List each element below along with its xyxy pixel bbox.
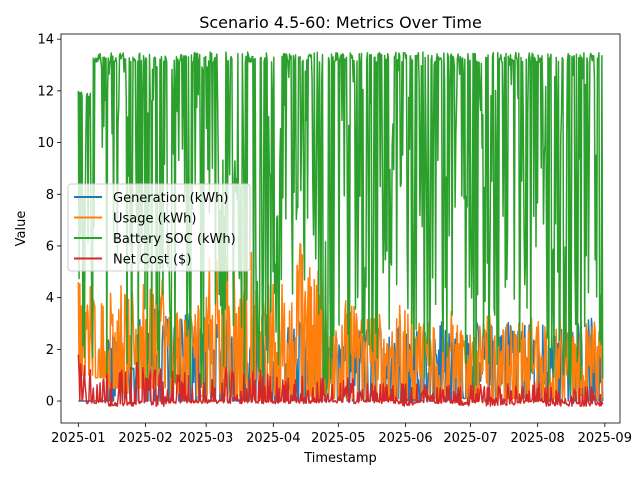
y-tick-label: 4 xyxy=(46,291,54,306)
x-axis: 2025-01 2025-02 2025-03 2025-04 2025-05 2025-… xyxy=(51,423,632,446)
x-tick-label: 2025-01 xyxy=(51,431,105,446)
y-axis: 0 2 4 6 8 10 12 14 xyxy=(37,33,61,410)
chart-title: Scenario 4.5-60: Metrics Over Time xyxy=(199,13,482,32)
y-axis-label: Value xyxy=(14,211,29,247)
series-layer xyxy=(77,51,604,407)
x-tick-label: 2025-09 xyxy=(578,431,632,446)
y-tick-label: 12 xyxy=(37,84,54,99)
x-tick-label: 2025-07 xyxy=(443,431,497,446)
series-line-usage-kwh xyxy=(77,228,604,400)
y-tick-label: 14 xyxy=(37,33,54,48)
x-tick-label: 2025-06 xyxy=(378,431,432,446)
y-tick-label: 0 xyxy=(46,395,54,410)
x-tick-label: 2025-03 xyxy=(179,431,233,446)
y-tick-label: 8 xyxy=(46,188,54,203)
plot-frame xyxy=(60,33,621,424)
series-line-net-cost xyxy=(77,354,604,407)
y-tick-label: 10 xyxy=(37,136,54,151)
x-axis-label: Timestamp xyxy=(303,451,377,466)
x-tick-label: 2025-02 xyxy=(118,431,172,446)
x-tick-label: 2025-05 xyxy=(311,431,365,446)
legend-label: Net Cost ($) xyxy=(113,253,191,268)
plot-area xyxy=(77,51,604,407)
legend: Generation (kWh) Usage (kWh) Battery SOC (… xyxy=(67,183,251,272)
legend-label: Battery SOC (kWh) xyxy=(113,232,236,247)
y-tick-label: 6 xyxy=(46,239,54,254)
series-line-battery-soc-kwh xyxy=(77,51,604,394)
x-tick-label: 2025-08 xyxy=(511,431,565,446)
legend-label: Usage (kWh) xyxy=(113,212,196,227)
x-tick-label: 2025-04 xyxy=(246,431,300,446)
legend-box xyxy=(67,183,251,272)
y-tick-label: 2 xyxy=(46,343,54,358)
legend-label: Generation (kWh) xyxy=(113,191,228,206)
